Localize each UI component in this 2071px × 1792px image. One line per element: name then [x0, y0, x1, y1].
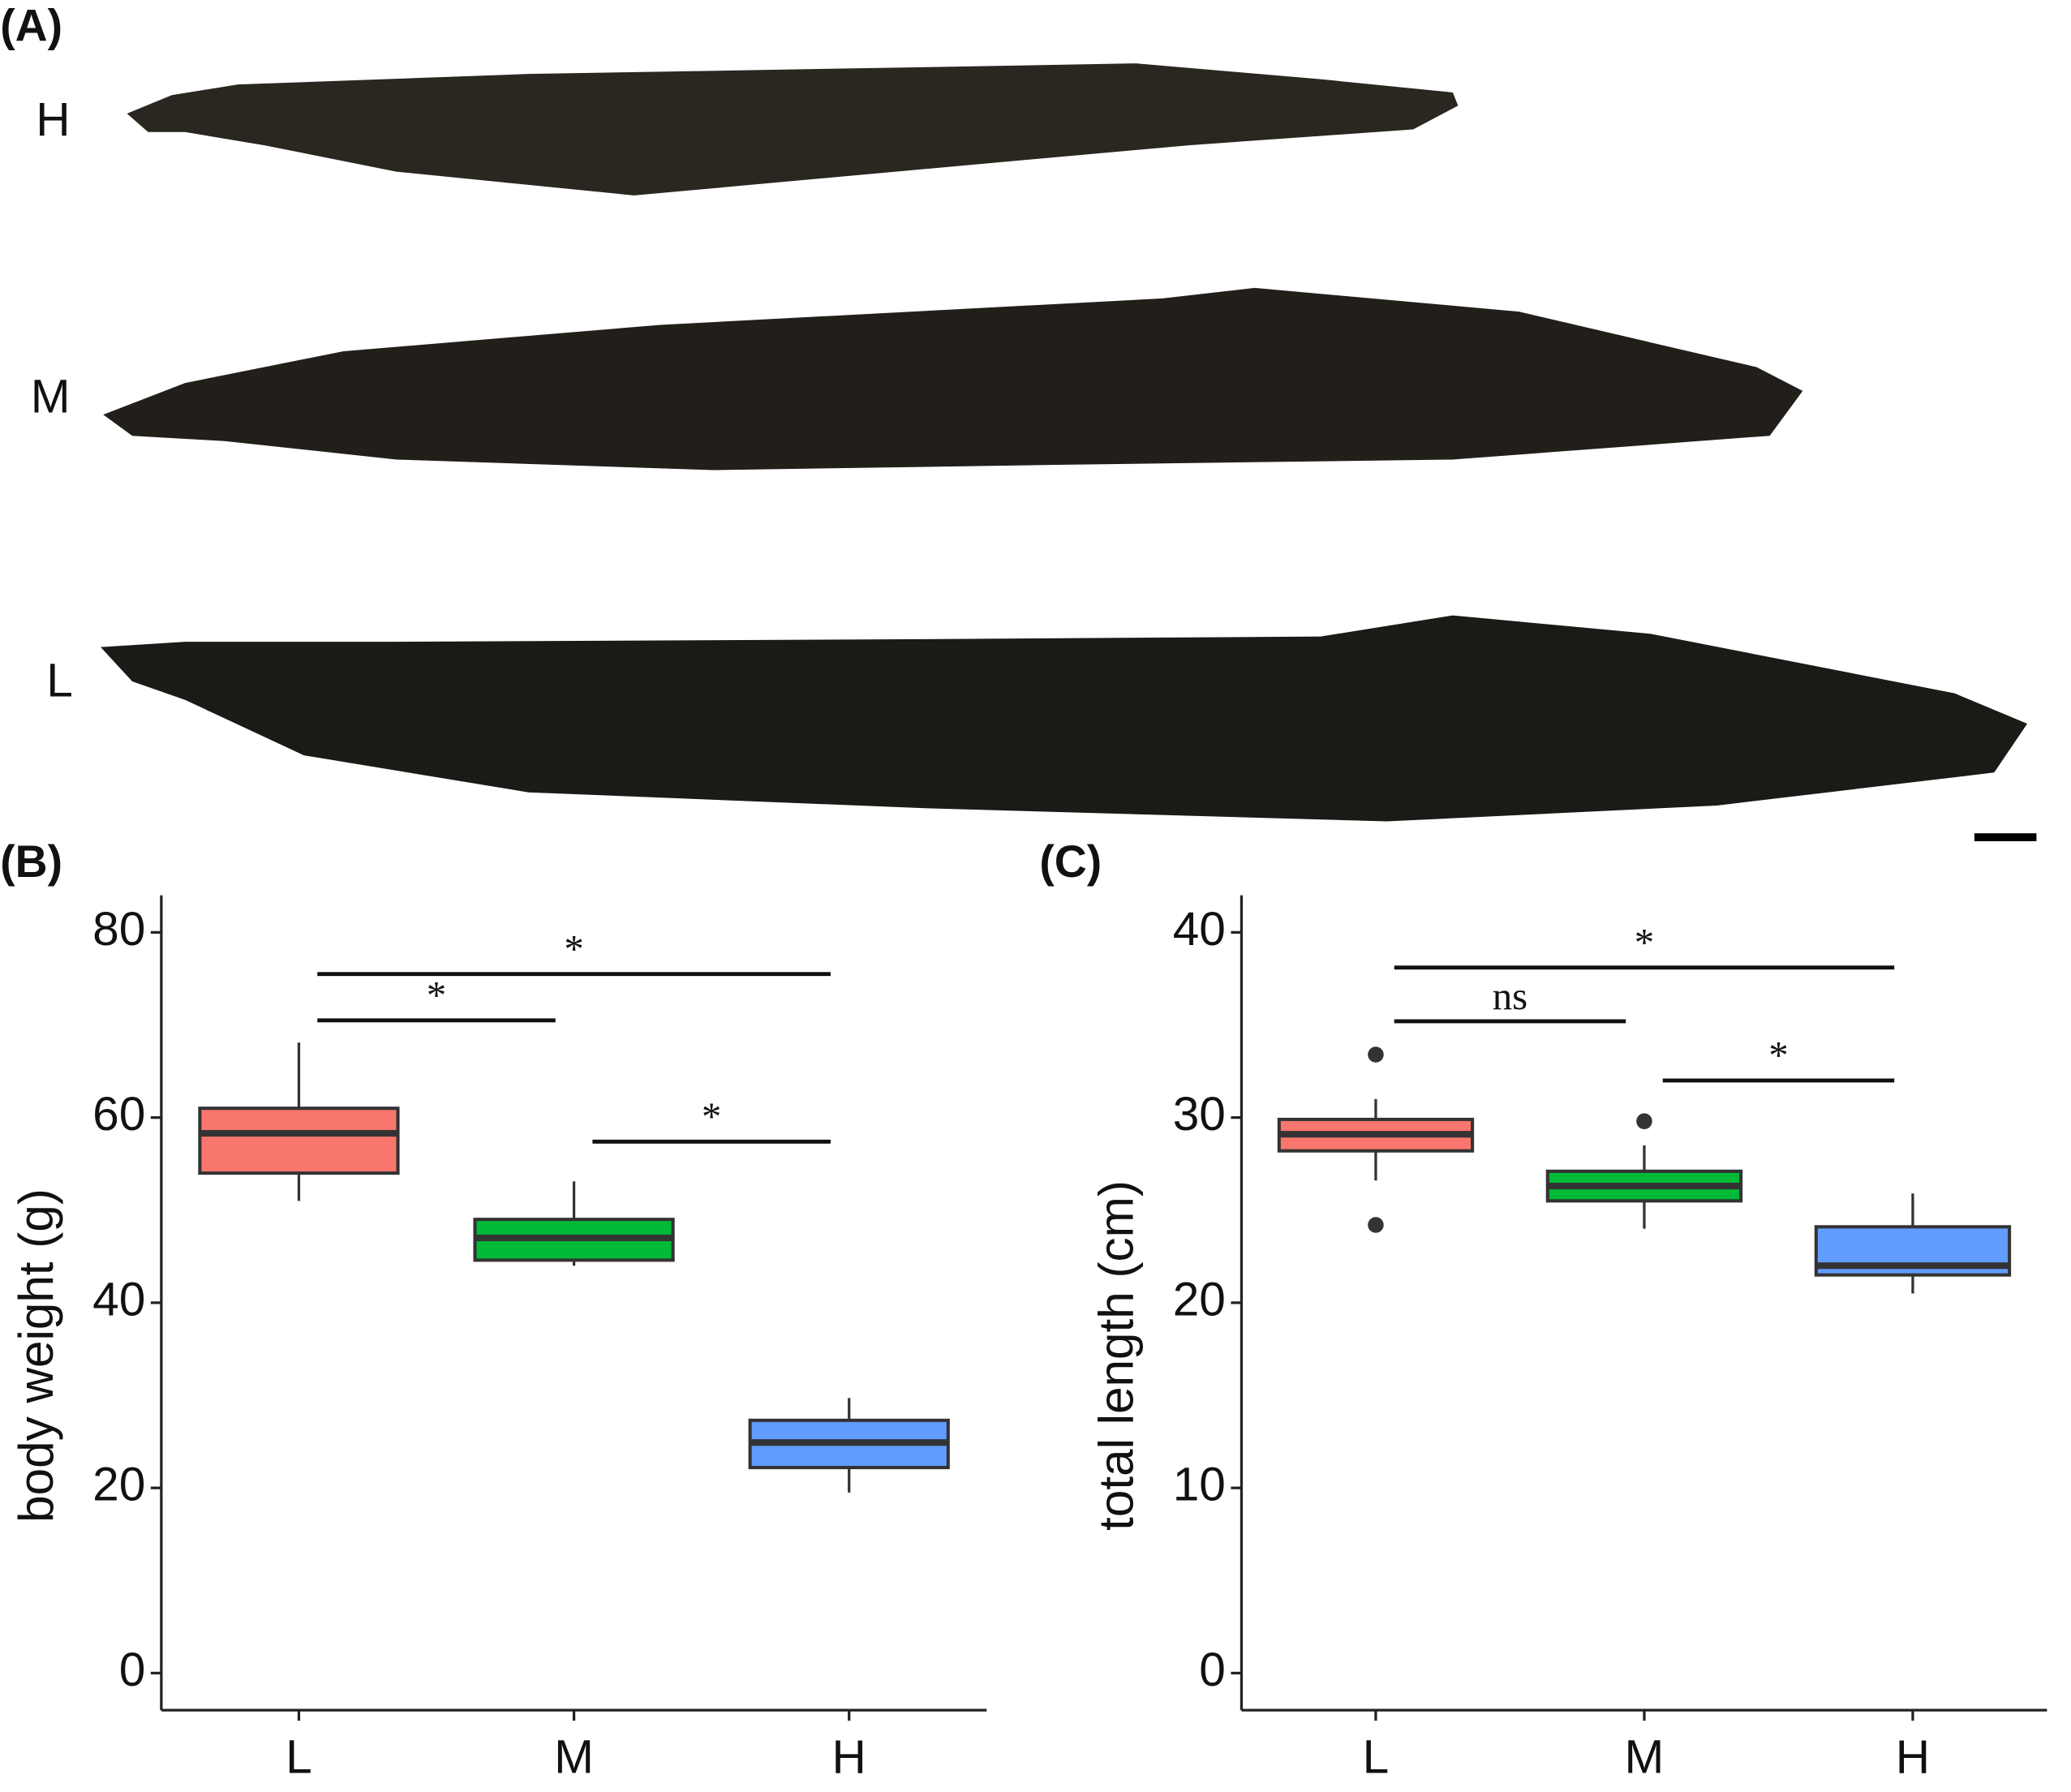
significance-label: *: [427, 973, 446, 1017]
y-tick-label: 40: [1173, 903, 1226, 956]
y-axis-label: body weight (g): [8, 1188, 63, 1523]
x-tick-label: H: [832, 1730, 866, 1783]
y-tick-label: 20: [1173, 1273, 1226, 1326]
photo-label: M: [31, 371, 71, 423]
scale-bar: [1974, 833, 2037, 841]
significance-label: *: [702, 1094, 721, 1138]
x-tick-label: M: [1625, 1730, 1665, 1783]
x-tick-label: L: [1363, 1730, 1390, 1783]
significance-label: ns: [1493, 973, 1527, 1018]
y-tick-label: 10: [1173, 1459, 1226, 1511]
x-tick-label: H: [1896, 1730, 1930, 1783]
eel: [100, 615, 2028, 822]
eel: [127, 63, 1459, 196]
photo-label: L: [46, 655, 73, 707]
y-tick-label: 0: [1199, 1644, 1226, 1696]
eel: [103, 287, 1803, 471]
y-tick-label: 20: [92, 1459, 145, 1511]
photo-panel: (A) H M L (B) (C): [0, 0, 2037, 887]
y-tick-label: 40: [92, 1273, 145, 1326]
outlier: [1368, 1046, 1384, 1063]
significance-label: *: [1768, 1033, 1788, 1077]
y-tick-label: 80: [92, 903, 145, 956]
box: [198, 1107, 400, 1175]
y-tick-label: 0: [119, 1644, 146, 1696]
outlier: [1368, 1217, 1384, 1233]
x-tick-label: L: [286, 1730, 312, 1783]
significance-label: *: [1635, 920, 1654, 965]
panel-label: (C): [1039, 836, 1102, 887]
x-tick-label: M: [554, 1730, 594, 1783]
y-axis-label: total length (cm): [1089, 1180, 1144, 1531]
panel-label: (B): [0, 836, 62, 887]
panel-label: (A): [0, 0, 62, 50]
photo-label: H: [36, 93, 70, 146]
outlier: [1636, 1113, 1652, 1129]
significance-label: *: [564, 926, 583, 971]
y-tick-label: 30: [1173, 1088, 1226, 1141]
y-tick-label: 60: [92, 1088, 145, 1141]
